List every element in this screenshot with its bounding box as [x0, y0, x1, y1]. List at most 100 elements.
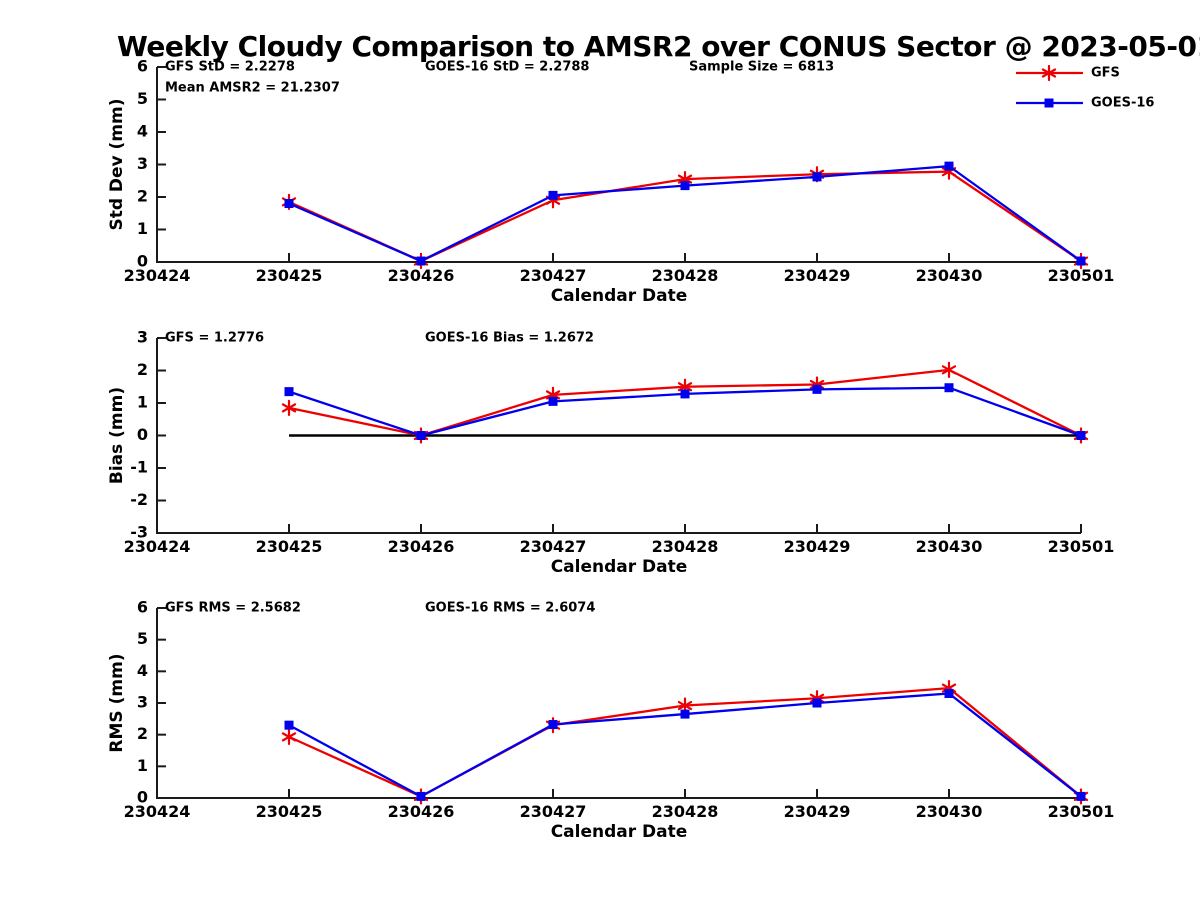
data-point-goes-16	[680, 181, 690, 191]
data-point-goes-16	[680, 709, 690, 719]
x-tick-label: 230426	[388, 802, 455, 821]
y-axis-title: RMS (mm)	[107, 653, 127, 752]
x-tick-label: 230426	[388, 266, 455, 285]
data-point-goes-16	[1076, 431, 1086, 440]
legend: GFS GOES-16	[1016, 64, 1154, 111]
data-point-gfs	[281, 728, 297, 745]
x-axis-title: Calendar Date	[551, 286, 688, 306]
x-tick-label: 230424	[124, 802, 191, 821]
data-point-gfs	[941, 361, 957, 378]
data-point-goes-16	[284, 199, 294, 208]
y-tick-label: 3	[137, 154, 148, 173]
x-tick-label: 230501	[1048, 266, 1115, 285]
x-tick-label: 230424	[124, 266, 191, 285]
data-point-gfs	[281, 399, 297, 416]
stat-annotation: Sample Size = 6813	[689, 60, 834, 75]
legend-marker-asterisk	[1041, 64, 1057, 82]
y-axis-title: Std Dev (mm)	[107, 98, 127, 230]
data-point-goes-16	[284, 387, 294, 397]
axes-spines	[156, 608, 1081, 799]
x-tick-label: 230428	[652, 266, 719, 285]
x-tick-label: 230427	[520, 802, 587, 821]
x-tick-label: 230427	[520, 266, 587, 285]
x-tick-label: 230424	[124, 537, 191, 556]
y-tick-label: 2	[137, 187, 148, 206]
x-tick-label: 230428	[652, 802, 719, 821]
data-point-goes-16	[944, 689, 954, 698]
y-tick-label: -1	[130, 458, 148, 477]
y-tick-label: 2	[137, 724, 148, 743]
data-point-goes-16	[548, 396, 558, 406]
stat-annotation: Mean AMSR2 = 21.2307	[165, 81, 340, 96]
legend-label: GOES-16	[1091, 96, 1154, 111]
x-tick-label: 230501	[1048, 802, 1115, 821]
legend-marker-square	[1044, 98, 1054, 108]
series-goes-16	[284, 383, 1086, 440]
y-tick-label: 0	[137, 788, 148, 807]
data-point-goes-16	[416, 431, 426, 440]
x-axis-title: Calendar Date	[551, 822, 688, 842]
y-tick-label: 1	[137, 219, 148, 238]
data-point-goes-16	[680, 389, 690, 399]
stat-annotation: GFS StD = 2.2278	[165, 60, 295, 75]
x-tick-label: 230428	[652, 537, 719, 556]
y-tick-label: 1	[137, 393, 148, 412]
series-goes-16	[284, 161, 1086, 266]
y-axis-title: Bias (mm)	[107, 387, 127, 484]
y-tick-label: 3	[137, 693, 148, 712]
data-point-goes-16	[812, 698, 822, 708]
legend-entry-goes-16: GOES-16	[1016, 96, 1154, 111]
data-point-goes-16	[944, 383, 954, 393]
y-tick-label: 6	[137, 598, 148, 617]
x-tick-label: 230429	[784, 537, 851, 556]
y-tick-label: 4	[137, 661, 148, 680]
legend-label: GFS	[1091, 66, 1120, 81]
stat-annotation: GFS RMS = 2.5682	[165, 601, 301, 616]
axes-spines	[156, 67, 1081, 263]
data-point-goes-16	[284, 720, 294, 730]
x-tick-label: 230427	[520, 537, 587, 556]
y-tick-label: 3	[137, 328, 148, 347]
y-tick-label: 0	[137, 425, 148, 444]
y-tick-label: 6	[137, 57, 148, 76]
data-point-goes-16	[416, 256, 426, 266]
x-tick-label: 230430	[916, 537, 983, 556]
stat-annotation: GFS = 1.2776	[165, 331, 264, 346]
x-axis-title: Calendar Date	[551, 557, 688, 577]
x-tick-label: 230429	[784, 802, 851, 821]
data-point-goes-16	[548, 720, 558, 730]
subplot-rms: 0 1 2 3 4 5 6 230424 230425 230426 230427 230428 230…	[107, 598, 1114, 843]
x-tick-label: 230425	[256, 266, 323, 285]
y-tick-label: -3	[130, 523, 148, 542]
stat-annotation: GOES-16 StD = 2.2788	[425, 60, 589, 75]
chart-title: Weekly Cloudy Comparison to AMSR2 over C…	[117, 30, 1200, 63]
data-point-goes-16	[812, 384, 822, 394]
stat-annotation: GOES-16 Bias = 1.2672	[425, 331, 594, 346]
y-tick-label: 5	[137, 89, 148, 108]
y-tick-label: 5	[137, 629, 148, 648]
data-point-goes-16	[1076, 791, 1086, 801]
x-tick-label: 230430	[916, 802, 983, 821]
y-tick-label: 0	[137, 252, 148, 271]
data-point-goes-16	[944, 161, 954, 171]
data-point-goes-16	[548, 190, 558, 200]
subplot-std-dev: 0 1 2 3 4 5 6 230424 230425 230426 230427 230428 230…	[107, 57, 1154, 307]
x-tick-label: 230501	[1048, 537, 1115, 556]
y-tick-label: 2	[137, 360, 148, 379]
series-goes-16	[284, 689, 1086, 801]
stat-annotation: GOES-16 RMS = 2.6074	[425, 601, 595, 616]
y-tick-label: 4	[137, 122, 148, 141]
y-tick-label: -2	[130, 490, 148, 509]
x-tick-label: 230426	[388, 537, 455, 556]
x-tick-label: 230429	[784, 266, 851, 285]
x-tick-label: 230430	[916, 266, 983, 285]
legend-entry-gfs: GFS	[1016, 64, 1120, 82]
data-point-goes-16	[416, 791, 426, 801]
series-gfs	[281, 680, 1089, 805]
subplot-bias: -3 -2 -1 0 1 2 3 230424 230425 230426 230427 230428…	[107, 328, 1114, 578]
y-tick-label: 1	[137, 756, 148, 775]
data-point-goes-16	[1076, 256, 1086, 266]
x-tick-label: 230425	[256, 802, 323, 821]
